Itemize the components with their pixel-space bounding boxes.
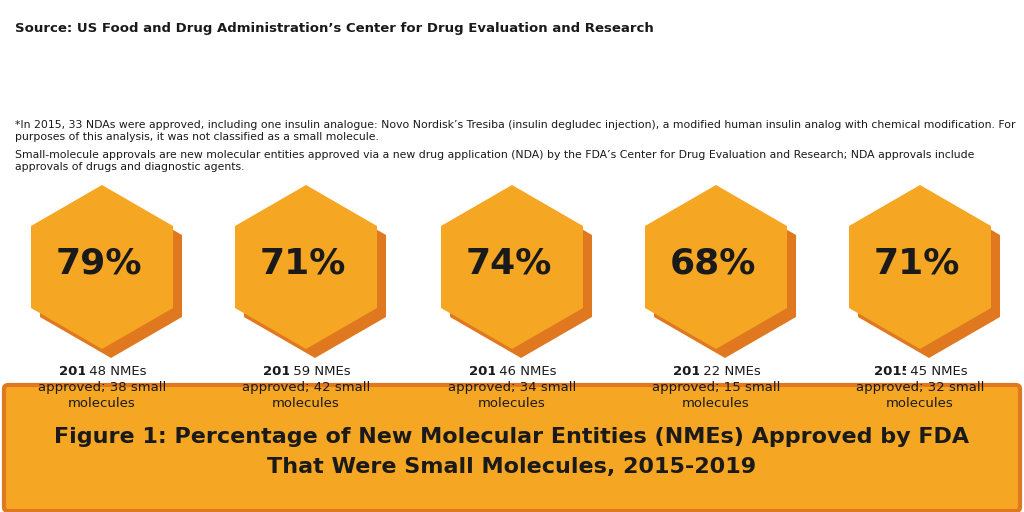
Text: 59 NMEs: 59 NMEs [289,365,350,378]
Text: 74%: 74% [466,246,552,280]
Text: 2018:: 2018: [263,365,305,378]
Polygon shape [31,185,173,349]
Polygon shape [40,194,182,358]
Text: 2019:: 2019: [59,365,101,378]
Text: approved; 15 small: approved; 15 small [652,381,780,394]
Polygon shape [244,194,386,358]
Text: 2017:: 2017: [490,365,534,378]
Text: 71%: 71% [260,246,346,280]
Polygon shape [234,185,377,349]
Text: Source: US Food and Drug Administration’s Center for Drug Evaluation and Researc: Source: US Food and Drug Administration’… [15,22,653,35]
Polygon shape [645,185,787,349]
FancyBboxPatch shape [4,385,1020,511]
Text: 79%: 79% [55,246,142,280]
Text: 2016:: 2016: [695,365,737,378]
Text: 68%: 68% [670,246,756,280]
Text: 71%: 71% [873,246,961,280]
Text: 2015*:: 2015*: [896,365,944,378]
Text: That Were Small Molecules, 2015-2019: That Were Small Molecules, 2015-2019 [267,457,757,477]
Text: 2015*:: 2015*: [873,365,923,378]
Text: *In 2015, 33 NDAs were approved, including one insulin analogue: Novo Nordisk’s : *In 2015, 33 NDAs were approved, includi… [15,120,1016,142]
Text: 2017:: 2017: [469,365,511,378]
Polygon shape [450,194,592,358]
Text: 22 NMEs: 22 NMEs [698,365,761,378]
Text: approved; 34 small: approved; 34 small [447,381,577,394]
Text: molecules: molecules [682,397,750,410]
Text: molecules: molecules [272,397,340,410]
Text: 2019:: 2019: [81,365,123,378]
Text: approved; 38 small: approved; 38 small [38,381,166,394]
Text: approved; 42 small: approved; 42 small [242,381,370,394]
Text: molecules: molecules [886,397,954,410]
Text: 46 NMEs: 46 NMEs [495,365,556,378]
Text: 45 NMEs: 45 NMEs [905,365,968,378]
Text: 2016:: 2016: [673,365,715,378]
Text: molecules: molecules [478,397,546,410]
Polygon shape [441,185,583,349]
Text: 48 NMEs: 48 NMEs [85,365,146,378]
Polygon shape [858,194,1000,358]
Text: molecules: molecules [69,397,136,410]
Polygon shape [849,185,991,349]
Text: approved; 32 small: approved; 32 small [856,381,984,394]
Text: 2018:: 2018: [285,365,327,378]
Text: Figure 1: Percentage of New Molecular Entities (NMEs) Approved by FDA: Figure 1: Percentage of New Molecular En… [54,427,970,447]
Polygon shape [654,194,796,358]
Text: Small-molecule approvals are new molecular entities approved via a new drug appl: Small-molecule approvals are new molecul… [15,150,975,172]
